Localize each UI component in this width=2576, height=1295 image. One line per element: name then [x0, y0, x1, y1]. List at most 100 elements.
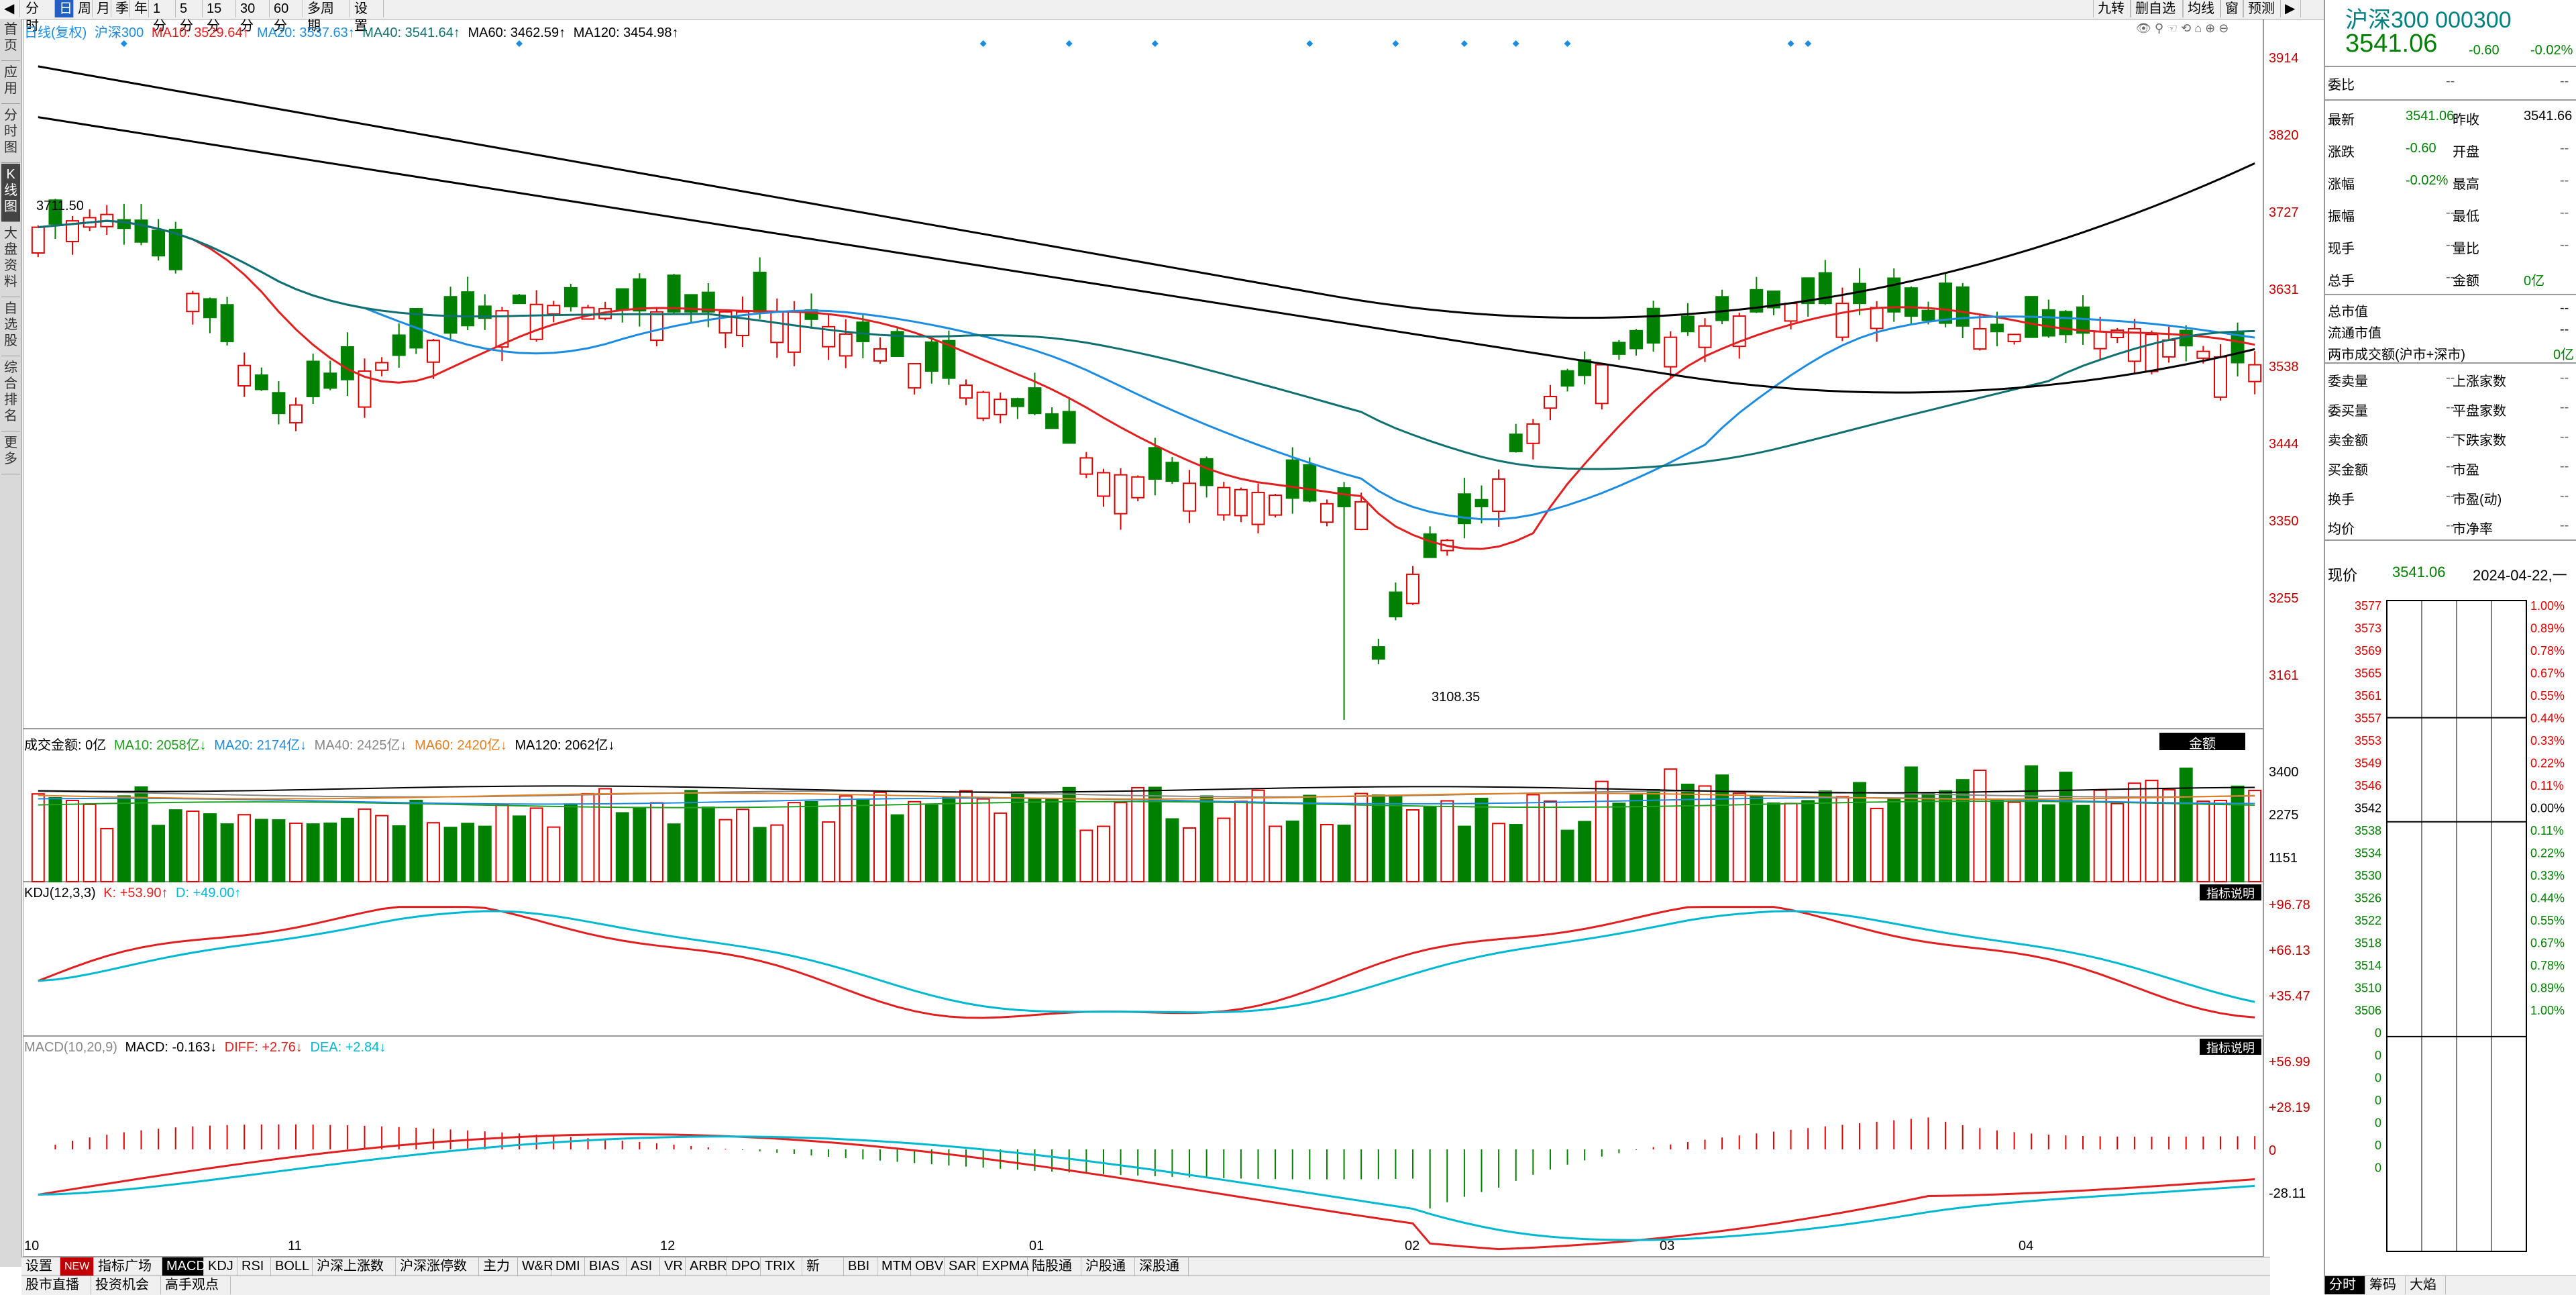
indicator-tab-8[interactable]: 沪深涨停数: [396, 1257, 479, 1276]
sidebar-item-0[interactable]: 首 页: [1, 19, 20, 61]
bottom-tab-2[interactable]: 高手观点: [161, 1276, 231, 1294]
volume-bar: [1543, 800, 1557, 883]
period-button-0[interactable]: 分时: [21, 0, 55, 34]
quote-value: -0.02%: [2406, 173, 2449, 188]
indicator-tab-9[interactable]: 主力: [479, 1257, 518, 1276]
sidebar-item-5[interactable]: 自 选 股: [1, 298, 20, 356]
right-tool-button-1[interactable]: 删自选: [2131, 0, 2183, 17]
quote-label2: 开盘: [2453, 145, 2479, 160]
indicator-tab-6[interactable]: BOLL: [271, 1257, 313, 1276]
mv-total-label: 总市值: [2328, 305, 2368, 319]
next-icon[interactable]: ▶: [2281, 0, 2301, 17]
market-label: 卖金额: [2328, 433, 2368, 448]
vol-legend-ma10: MA10: 2058亿↓: [113, 738, 207, 753]
candle: [564, 284, 578, 312]
indicator-tab-22[interactable]: SAR: [945, 1257, 978, 1276]
indicator-tab-11[interactable]: DMI: [551, 1257, 585, 1276]
period-button-9[interactable]: 30分: [236, 0, 270, 34]
indicator-tab-18[interactable]: 新DMA: [802, 1257, 844, 1292]
indicator-tab-19[interactable]: BBI: [844, 1257, 877, 1276]
right-tool-button-4[interactable]: 预测: [2243, 0, 2281, 17]
volume-bar: [1595, 780, 1609, 883]
candle: [31, 225, 45, 258]
period-button-7[interactable]: 5分: [176, 0, 203, 34]
indicator-tab-1[interactable]: NEW: [60, 1257, 94, 1276]
period-button-10[interactable]: 60分: [270, 0, 303, 34]
indicator-tab-5[interactable]: RSI: [237, 1257, 271, 1276]
indicator-tab-0[interactable]: 设置: [21, 1257, 60, 1276]
date-tick: 11: [288, 1239, 302, 1253]
period-button-6[interactable]: 1分: [149, 0, 176, 34]
volume-bar: [203, 813, 217, 883]
kdj-tag[interactable]: 指标说明: [2200, 884, 2261, 900]
mini-pct-tick: 0.22%: [2530, 757, 2565, 770]
current-date: 2024-04-22,一: [2473, 567, 2567, 584]
prev-icon[interactable]: ◀: [0, 0, 20, 17]
indicator-tab-2[interactable]: 指标广场: [94, 1257, 162, 1276]
indicator-tab-14[interactable]: VR: [660, 1257, 686, 1276]
quote-row: 最新 3541.06 昨收 3541.66: [2325, 102, 2576, 132]
market-label2: 下跌家数: [2453, 433, 2506, 448]
indicator-tab-25[interactable]: 沪股通: [1081, 1257, 1135, 1276]
volume-bar: [1784, 802, 1798, 883]
sidebar-item-7[interactable]: 更 多: [1, 432, 20, 474]
volume-bar: [1818, 790, 1832, 882]
mini-price-tick: 3530: [2355, 869, 2381, 882]
volume-bar: [2127, 782, 2141, 882]
indicator-tab-24[interactable]: 陆股通: [1028, 1257, 1081, 1276]
ma120-line: [38, 116, 2255, 394]
indicator-tab-3[interactable]: MACD: [162, 1257, 206, 1276]
kline-chart[interactable]: [23, 19, 2270, 1257]
indicator-tab-26[interactable]: 深股通: [1135, 1257, 1189, 1276]
panel-tab-1[interactable]: 筹码: [2365, 1276, 2406, 1294]
indicator-tab-4[interactable]: KDJ: [204, 1257, 237, 1276]
right-tool-button-2[interactable]: 均线: [2183, 0, 2220, 17]
chart-tool-icons[interactable]: 👁 ⚲ ☜ ⟲ ⌂ ⊕ ⊖: [2136, 21, 2229, 35]
right-tool-button-0[interactable]: 九转: [2093, 0, 2131, 17]
mini-timeshare-chart[interactable]: 3577 3573 3569 3565 3561 3557 3553 3549 3546 3542…: [2325, 594, 2576, 1272]
period-button-3[interactable]: 月: [93, 0, 111, 17]
period-button-12[interactable]: 设置: [350, 0, 384, 34]
panel-tab-2[interactable]: 大焰: [2406, 1276, 2446, 1294]
bottom-tab-1[interactable]: 投资机会: [91, 1276, 161, 1294]
volume-bar: [392, 825, 406, 883]
vol-legend-ma120: MA120: 2062亿↓: [515, 738, 615, 753]
period-button-1[interactable]: 日: [55, 0, 74, 17]
volume-bar: [66, 799, 80, 883]
volume-legend: 成交金额: 0亿 MA10: 2058亿↓ MA20: 2174亿↓ MA40:…: [24, 734, 614, 754]
sidebar-item-4[interactable]: 大 盘 资 料: [1, 223, 20, 297]
panel-tab-0[interactable]: 分时: [2325, 1276, 2365, 1294]
volume-tag[interactable]: 金额: [2159, 733, 2245, 752]
indicator-tab-23[interactable]: EXPMA: [978, 1257, 1029, 1276]
sidebar-item-1[interactable]: 应 用: [1, 62, 20, 104]
macd-tag[interactable]: 指标说明: [2200, 1039, 2261, 1055]
volume-bar: [1303, 794, 1317, 882]
sidebar-item-6[interactable]: 综 合 排 名: [1, 357, 20, 431]
macd-legend-macd: MACD: -0.163↓: [125, 1040, 217, 1055]
legend-ma10: MA10: 3529.64↑: [151, 25, 250, 40]
period-button-2[interactable]: 周: [74, 0, 93, 17]
candle: [1354, 493, 1368, 531]
indicator-tab-21[interactable]: OBV: [911, 1257, 945, 1276]
indicator-tab-10[interactable]: W&R: [518, 1257, 553, 1276]
sidebar-item-3[interactable]: K 线 图: [1, 164, 20, 222]
period-button-4[interactable]: 季: [111, 0, 130, 17]
indicator-tab-7[interactable]: 沪深上涨数: [313, 1257, 396, 1276]
indicator-tab-16[interactable]: DPO: [727, 1257, 761, 1276]
indicator-tab-13[interactable]: ASI: [627, 1257, 660, 1276]
sidebar-item-2[interactable]: 分 时 图: [1, 105, 20, 163]
indicator-tab-20[interactable]: MTM: [877, 1257, 912, 1276]
period-button-5[interactable]: 年: [130, 0, 149, 17]
volume-bar: [186, 810, 200, 882]
bottom-tab-0[interactable]: 股市直播: [21, 1276, 91, 1294]
indicator-tab-12[interactable]: BIAS: [585, 1257, 627, 1276]
candle: [272, 381, 286, 425]
period-button-11[interactable]: 多周期: [303, 0, 350, 34]
period-button-8[interactable]: 15分: [203, 0, 236, 34]
indicator-tab-15[interactable]: ARBR: [686, 1257, 727, 1276]
price-tick: 3161: [2269, 668, 2299, 683]
right-tool-button-3[interactable]: 窗: [2220, 0, 2243, 17]
mini-pct-tick: 0.22%: [2530, 847, 2565, 860]
candle: [168, 221, 182, 274]
indicator-tab-17[interactable]: TRIX: [761, 1257, 802, 1276]
